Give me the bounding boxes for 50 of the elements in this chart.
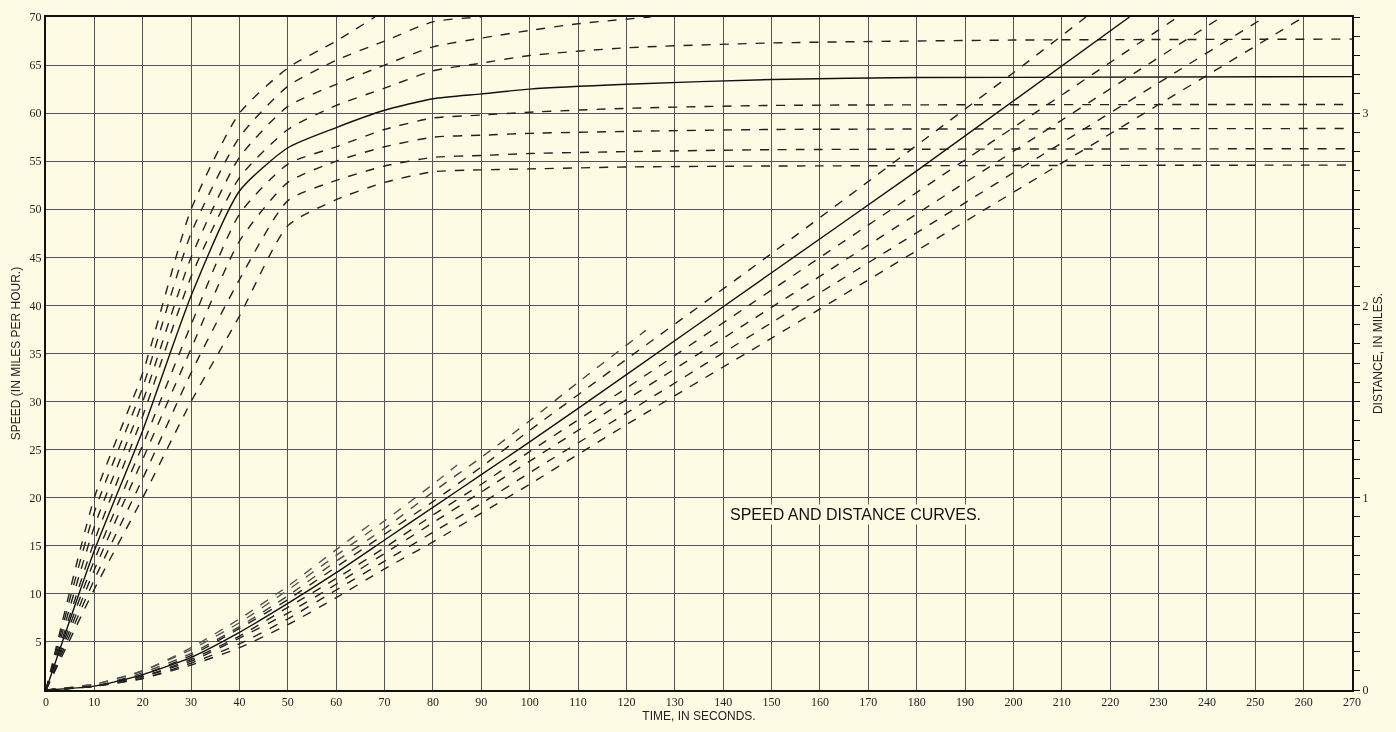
y-tick-label: 20 <box>29 490 42 505</box>
x-tick-label: 80 <box>426 695 439 710</box>
x-tick-label: 190 <box>956 695 975 710</box>
x-tick-label: 250 <box>1246 695 1265 710</box>
y-tick-label: 25 <box>29 442 42 457</box>
y2-axis-title: DISTANCE, IN MILES. <box>1370 292 1385 415</box>
x-tick-label: 170 <box>859 695 878 710</box>
x-tick-label: 110 <box>569 695 587 710</box>
y-axis-title: SPEED (IN MILES PER HOUR.) <box>9 266 24 441</box>
x-tick-label: 70 <box>378 695 391 710</box>
x-tick-label: 230 <box>1149 695 1168 710</box>
y-tick-label: 50 <box>29 202 42 217</box>
y-tick-label: 15 <box>29 538 42 553</box>
x-tick-label: 260 <box>1294 695 1313 710</box>
y-tick-label: 35 <box>29 346 42 361</box>
x-tick-label: 0 <box>43 695 49 710</box>
y-tick-label: 70 <box>29 10 42 25</box>
x-tick-label: 160 <box>810 695 829 710</box>
y-tick-label: 65 <box>29 58 42 73</box>
y2-tick-label: 2 <box>1362 298 1369 313</box>
x-tick-label: 50 <box>281 695 294 710</box>
y-tick-label: 10 <box>29 587 42 602</box>
y-tick-label: 60 <box>29 106 42 121</box>
annotation: SPEED AND DISTANCE CURVES. <box>730 506 982 523</box>
y-tick-label: 5 <box>35 635 42 650</box>
x-tick-label: 90 <box>475 695 488 710</box>
x-tick-label: 240 <box>1197 695 1216 710</box>
x-tick-label: 30 <box>185 695 198 710</box>
x-tick-label: 220 <box>1101 695 1120 710</box>
x-tick-label: 200 <box>1004 695 1023 710</box>
y-tick-label: 40 <box>29 298 42 313</box>
x-tick-label: 150 <box>762 695 781 710</box>
y-tick-label: 30 <box>29 394 42 409</box>
x-tick-label: 60 <box>330 695 343 710</box>
x-tick-label: 130 <box>665 695 684 710</box>
y-tick-label: 55 <box>29 154 42 169</box>
x-tick-label: 40 <box>233 695 246 710</box>
x-tick-label: 140 <box>714 695 733 710</box>
x-tick-label: 10 <box>88 695 101 710</box>
y2-tick-label: 3 <box>1362 106 1369 121</box>
x-tick-label: 100 <box>520 695 539 710</box>
y2-tick-label: 0 <box>1362 683 1369 698</box>
x-tick-label: 20 <box>136 695 149 710</box>
x-tick-label: 180 <box>907 695 926 710</box>
x-tick-label: 210 <box>1052 695 1071 710</box>
x-tick-label: 270 <box>1343 695 1361 710</box>
x-axis-title: TIME, IN SECONDS. <box>642 709 756 724</box>
y-tick-label: 45 <box>29 250 42 265</box>
x-tick-label: 120 <box>617 695 636 710</box>
y2-tick-label: 1 <box>1362 490 1369 505</box>
